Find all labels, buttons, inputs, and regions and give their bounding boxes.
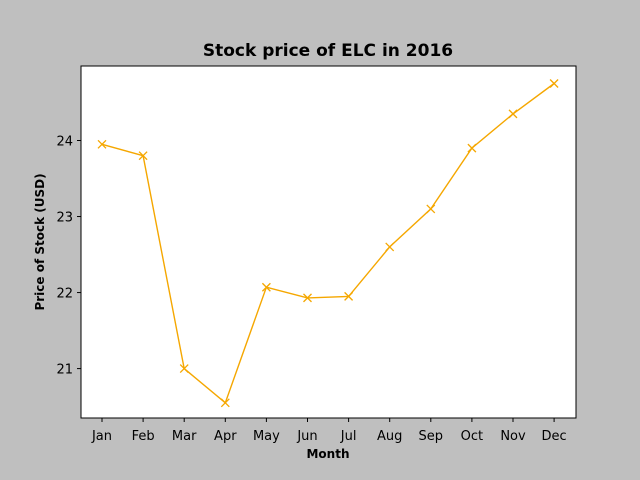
x-tick-label: Jan [91,429,112,444]
data-point-marker [220,398,230,408]
x-tick-label: Apr [214,429,237,444]
x-tick-label: Feb [132,429,155,444]
data-point-marker [97,139,107,149]
x-tick-label: Nov [500,429,526,444]
data-point-marker [508,109,518,119]
series-group [97,79,559,408]
data-point-marker [344,291,354,301]
x-tick-label: May [253,429,280,444]
chart-title: Stock price of ELC in 2016 [203,41,453,61]
data-point-marker [303,293,312,303]
data-point-marker [179,364,189,374]
y-axis: 21 22 23 24 [56,135,81,378]
y-tick-label: 23 [56,211,73,226]
x-tick-label: Sep [419,429,444,444]
x-tick-label: Jun [296,429,317,444]
data-point-marker [549,79,559,88]
plot-area [80,65,577,419]
x-tick-label: Dec [542,429,567,444]
x-tick-label: Aug [377,429,402,444]
y-tick-label: 24 [56,135,73,150]
y-axis-label: Price of Stock (USD) [33,173,47,310]
x-tick-label: Mar [172,429,197,444]
x-tick-label: Oct [461,429,483,444]
x-axis: Jan Feb Mar Apr May Jun Jul Aug Sep Oct Nov Dec [91,418,567,444]
x-tick-label: Jul [340,429,357,444]
data-point-marker [261,282,271,292]
data-point-marker [467,143,477,153]
data-point-marker [138,151,148,161]
data-point-marker [426,204,436,214]
x-axis-label: Month [306,447,349,461]
series-line [101,82,555,404]
data-point-marker [385,242,395,252]
y-tick-label: 22 [56,287,73,302]
y-tick-label: 21 [56,363,73,378]
